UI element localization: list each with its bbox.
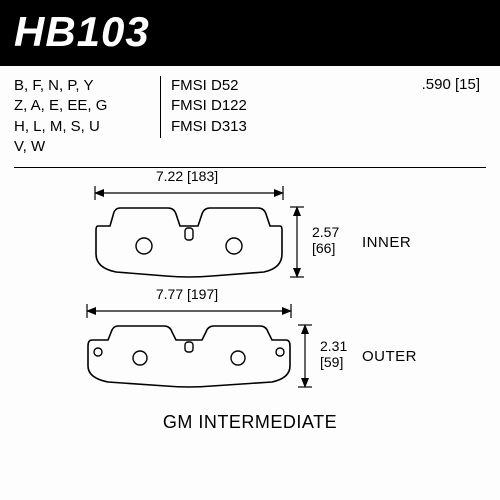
outer-height-dimension: 2.31 [59]	[320, 338, 347, 370]
inner-height-dimension: 2.57 [66]	[312, 224, 339, 256]
height-arrow-icon	[290, 206, 304, 278]
outer-width-mm: [197]	[187, 286, 218, 302]
inner-width-mm: [183]	[187, 168, 218, 184]
header-bar: HB103	[0, 0, 500, 66]
vertical-divider	[160, 76, 161, 138]
inner-pad-outline-icon	[94, 206, 284, 278]
inner-width-dimension: 7.22 [183]	[132, 168, 242, 184]
codes-line: Z, A, E, EE, G	[14, 96, 154, 116]
inner-height-mm: [66]	[312, 240, 339, 256]
inner-height-in: 2.57	[312, 224, 339, 240]
specs-row: B, F, N, P, Y Z, A, E, EE, G H, L, M, S,…	[0, 66, 500, 163]
thickness-dimension: .590 [15]	[422, 76, 486, 93]
codes-line: V, W	[14, 137, 154, 157]
outer-height-mm: [59]	[320, 354, 347, 370]
diagrams-area: 7.22 [183] 2.57 [66] INNER	[0, 168, 500, 437]
fmsi-line: FMSI D52	[171, 76, 247, 96]
inner-width-in: 7.22	[156, 168, 183, 184]
inner-pad-diagram: 7.22 [183] 2.57 [66] INNER	[14, 182, 486, 292]
width-arrow-icon	[86, 304, 292, 318]
thickness-mm: [15]	[455, 76, 480, 93]
outer-pad-diagram: 7.77 [197] 2.31 [59] OUTER	[14, 300, 486, 404]
fmsi-codes: FMSI D52 FMSI D122 FMSI D313	[171, 76, 247, 137]
codes-line: B, F, N, P, Y	[14, 76, 154, 96]
inner-label: INNER	[362, 234, 411, 251]
footer-label: GM INTERMEDIATE	[14, 412, 486, 433]
width-arrow-icon	[94, 186, 284, 200]
outer-pad-outline-icon	[86, 324, 292, 388]
height-arrow-icon	[298, 324, 312, 388]
codes-line: H, L, M, S, U	[14, 117, 154, 137]
thickness-inches: .590	[422, 76, 451, 93]
fmsi-line: FMSI D122	[171, 96, 247, 116]
fmsi-line: FMSI D313	[171, 117, 247, 137]
outer-width-dimension: 7.77 [197]	[132, 286, 242, 302]
outer-label: OUTER	[362, 348, 417, 365]
outer-height-in: 2.31	[320, 338, 347, 354]
outer-width-in: 7.77	[156, 286, 183, 302]
part-number: HB103	[14, 8, 486, 56]
compound-codes: B, F, N, P, Y Z, A, E, EE, G H, L, M, S,…	[14, 76, 154, 157]
